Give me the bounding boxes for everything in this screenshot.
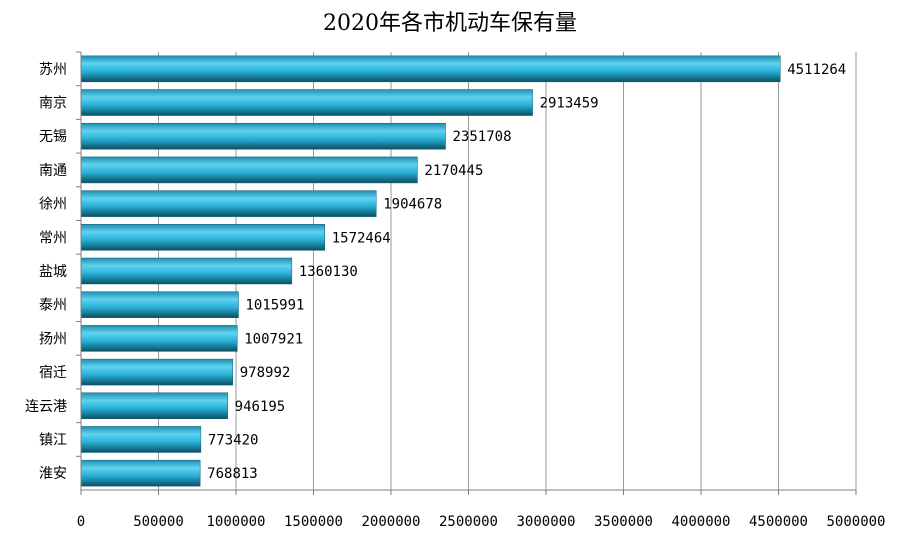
x-tick-label: 2500000 <box>439 514 498 530</box>
category-label: 苏州 <box>39 62 67 78</box>
bar <box>80 459 201 487</box>
x-tick-label: 3500000 <box>594 514 653 530</box>
data-label: 2170445 <box>424 163 483 179</box>
x-tick-label: 1500000 <box>284 514 343 530</box>
data-label: 2913459 <box>540 96 599 112</box>
axes: 0 500000 1000000 1500000 2000000 2500000 30000… <box>25 51 886 530</box>
x-tick-label: 1000000 <box>206 514 265 530</box>
x-tick-label: 5000000 <box>826 514 885 530</box>
bar <box>80 392 228 420</box>
x-tick-label: 4500000 <box>749 514 808 530</box>
bar <box>80 257 293 285</box>
x-tick-label: 0 <box>77 514 85 530</box>
x-tick-label: 3000000 <box>516 514 575 530</box>
category-label: 泰州 <box>39 298 67 314</box>
bar <box>80 325 238 352</box>
category-label: 无锡 <box>39 129 67 145</box>
category-label: 宿迁 <box>39 364 67 381</box>
data-label: 946195 <box>235 399 286 415</box>
bar <box>80 426 202 453</box>
category-label: 连云港 <box>25 399 67 415</box>
bar <box>80 89 533 116</box>
data-label: 2351708 <box>453 129 512 145</box>
data-label: 4511264 <box>787 62 846 78</box>
category-label: 淮安 <box>39 466 67 482</box>
chart-title: 2020年各市机动车保有量 <box>323 11 577 36</box>
category-label: 南通 <box>39 163 67 179</box>
data-label: 768813 <box>207 466 258 482</box>
data-label: 978992 <box>240 365 291 381</box>
category-label: 镇江 <box>39 432 67 448</box>
bar <box>80 224 325 251</box>
data-label: 1904678 <box>383 197 442 213</box>
bar <box>80 156 418 184</box>
bar <box>80 55 781 83</box>
bar <box>80 190 377 217</box>
x-tick-label: 2000000 <box>361 514 420 530</box>
category-label: 扬州 <box>39 331 67 347</box>
data-label: 1007921 <box>244 331 303 347</box>
bars: 4511264 2913459 2351708 2170445 1904678 15724… <box>80 55 846 487</box>
category-label: 盐城 <box>39 264 67 280</box>
data-label: 1572464 <box>332 230 391 246</box>
data-label: 1360130 <box>299 264 358 280</box>
category-label: 常州 <box>39 230 67 246</box>
x-tick-label: 4000000 <box>671 514 730 530</box>
category-label: 南京 <box>39 96 67 112</box>
bar <box>80 291 239 318</box>
category-label: 徐州 <box>39 197 67 213</box>
bar <box>80 358 233 386</box>
x-tick-label: 500000 <box>133 514 184 530</box>
data-label: 1015991 <box>245 298 304 314</box>
bar <box>80 122 446 150</box>
data-label: 773420 <box>208 432 259 448</box>
